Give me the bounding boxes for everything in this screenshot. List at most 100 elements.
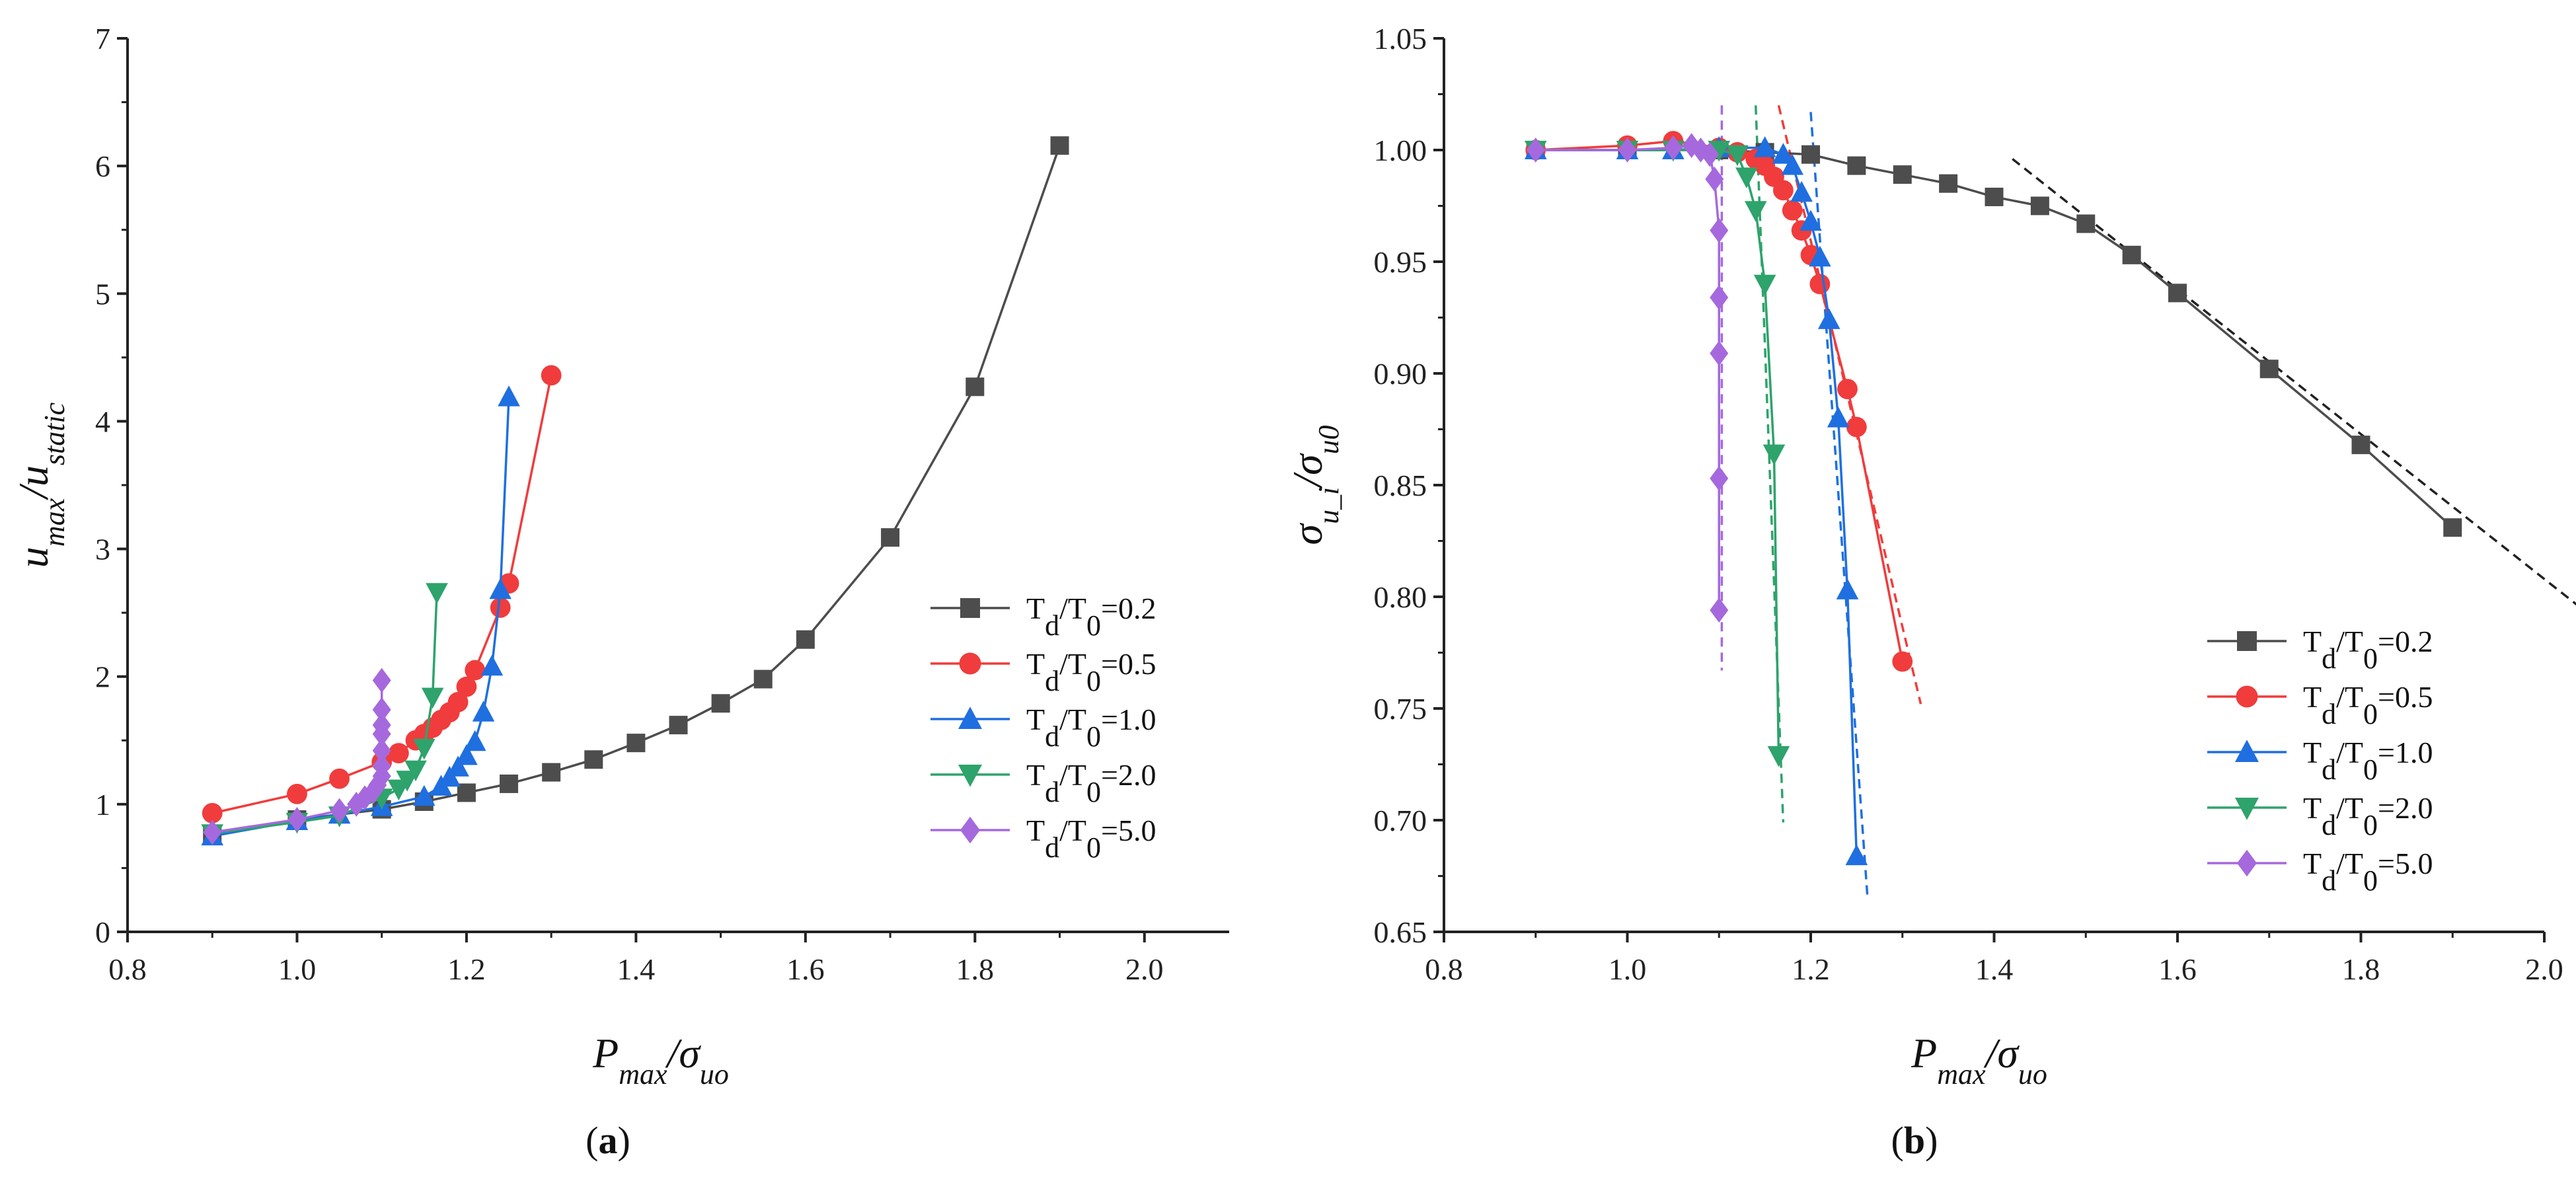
y-tick-label: 0 xyxy=(95,915,110,949)
data-point xyxy=(498,385,520,406)
data-point xyxy=(388,743,409,763)
fit-line xyxy=(1809,112,1869,899)
x-tick-label: 1.0 xyxy=(278,952,317,986)
data-point xyxy=(396,771,418,792)
data-point xyxy=(329,768,350,789)
legend-marker xyxy=(2236,685,2258,708)
legend-item: Td/T0=0.2 xyxy=(930,592,1156,642)
data-point xyxy=(753,669,773,689)
legend-label: Td/T0=5.0 xyxy=(1026,814,1156,864)
legend-label: Td/T0=5.0 xyxy=(2303,847,2433,897)
data-point xyxy=(372,753,391,779)
data-point xyxy=(372,668,391,693)
x-tick-label: 0.8 xyxy=(108,952,147,986)
data-point xyxy=(2168,284,2187,303)
fit-lines-b xyxy=(1720,104,2576,899)
data-point xyxy=(1753,136,1776,157)
y-axis-label-a: umax/ustatic xyxy=(10,402,71,568)
data-point xyxy=(455,744,478,765)
caption-a: (a) xyxy=(586,1119,630,1162)
data-point xyxy=(413,738,436,760)
data-point xyxy=(447,755,469,777)
y-tick-label: 0.95 xyxy=(1374,245,1427,279)
data-point xyxy=(1710,597,1729,623)
legend-b: Td/T0=0.2Td/T0=0.5 Td/T0=1.0Td/T0=2.0 Td/T… xyxy=(2207,625,2433,897)
legend-a: Td/T0=0.2Td/T0=0.5 Td/T0=1.0Td/T0=2.0 Td/T… xyxy=(930,592,1156,864)
y-tick-label: 0.65 xyxy=(1374,915,1427,949)
data-point xyxy=(1809,245,1831,267)
series-line xyxy=(211,145,1061,836)
data-point xyxy=(1772,180,1794,201)
series-td-t0-5-0 xyxy=(1526,133,1729,623)
data-point xyxy=(881,528,900,547)
legend-item: Td/T0=0.2 xyxy=(2207,625,2433,675)
data-point xyxy=(1767,745,1790,767)
data-point xyxy=(2351,436,2370,455)
series-td-t0-0-5 xyxy=(202,365,562,823)
data-point xyxy=(1985,187,2004,206)
data-point xyxy=(1799,210,1822,231)
y-tick-label: 5 xyxy=(95,277,110,311)
data-point xyxy=(2443,518,2462,537)
legend-item: Td/T0=5.0 xyxy=(930,814,1156,864)
legend-item: Td/T0=2.0 xyxy=(2207,791,2433,841)
y-tick-label: 0.80 xyxy=(1374,580,1427,614)
data-point xyxy=(1846,416,1867,438)
series-td-t0-0-2 xyxy=(1526,141,2462,537)
x-axis-label-b: Pmax/σuo xyxy=(1911,1030,2047,1090)
data-point xyxy=(404,760,427,782)
series-td-t0-2-0 xyxy=(1524,141,1790,767)
data-point xyxy=(2122,245,2141,264)
data-point xyxy=(542,763,561,782)
y-tick-label: 7 xyxy=(95,22,110,56)
data-point xyxy=(372,697,391,722)
series-group-b xyxy=(1524,131,2462,866)
legend-item: Td/T0=1.0 xyxy=(930,703,1156,753)
y-tick-label: 0.85 xyxy=(1374,469,1427,502)
data-point xyxy=(1845,844,1868,866)
data-point xyxy=(1710,217,1729,243)
data-point xyxy=(500,774,519,793)
data-point xyxy=(1817,308,1840,329)
x-ticks-b: 0.8 1.0 1.2 1.4 1.6 1.8 2.0 xyxy=(1425,932,2563,986)
legend-marker xyxy=(958,706,982,729)
legend-marker xyxy=(2235,740,2259,762)
legend-label: Td/T0=2.0 xyxy=(2303,791,2433,841)
x-tick-label: 2.0 xyxy=(2525,952,2563,986)
data-point xyxy=(584,750,603,769)
series-line xyxy=(1535,149,1780,756)
legend-marker xyxy=(960,816,980,844)
series-line xyxy=(1535,144,1720,611)
data-point xyxy=(372,712,391,738)
data-point xyxy=(372,738,391,763)
data-point xyxy=(1710,465,1729,491)
data-point xyxy=(465,660,486,681)
legend-item: Td/T0=2.0 xyxy=(930,758,1156,808)
data-point xyxy=(489,578,512,599)
series-group-a xyxy=(201,136,1069,846)
legend-marker xyxy=(2237,849,2257,877)
legend-item: Td/T0=5.0 xyxy=(2207,847,2433,897)
data-point xyxy=(1744,201,1767,222)
legend-label: Td/T0=2.0 xyxy=(1026,758,1156,808)
y-tick-label: 2 xyxy=(95,660,110,694)
data-point xyxy=(1893,165,1912,184)
x-tick-label: 1.6 xyxy=(2158,952,2197,986)
legend-marker xyxy=(2237,631,2257,651)
y-axis-label-b: σu_i/σu0 xyxy=(1284,425,1345,545)
data-point xyxy=(480,654,504,676)
data-point xyxy=(1827,406,1850,428)
legend-label: Td/T0=0.5 xyxy=(2303,680,2433,730)
x-tick-label: 1.0 xyxy=(1609,952,1647,986)
data-point xyxy=(1050,136,1069,155)
legend-marker xyxy=(2235,798,2259,820)
series-line xyxy=(211,592,438,835)
data-point xyxy=(966,377,985,397)
series-td-t0-2-0 xyxy=(201,583,448,845)
legend-label: Td/T0=0.2 xyxy=(1026,592,1156,642)
data-point xyxy=(426,583,448,604)
legend-marker xyxy=(958,765,982,787)
y-tick-label: 1.05 xyxy=(1374,22,1427,56)
data-point xyxy=(1705,167,1724,192)
x-tick-label: 1.2 xyxy=(447,952,486,986)
